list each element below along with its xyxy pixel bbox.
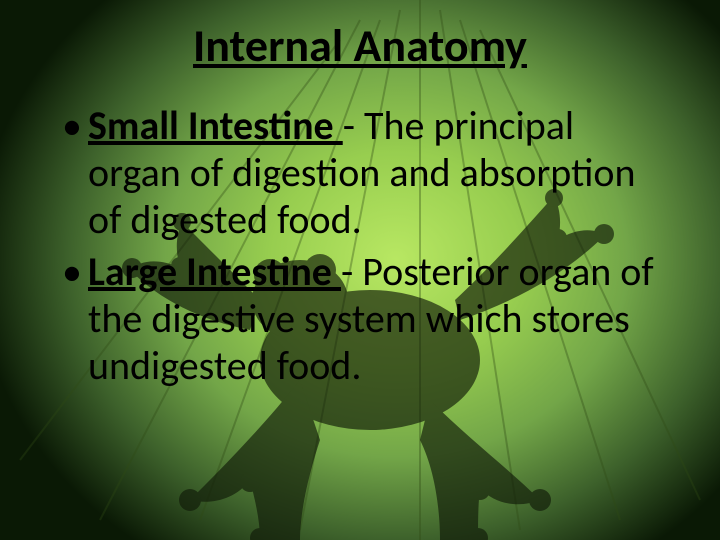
term-small-intestine: Small Intestine [88, 101, 343, 150]
bullet-list: Small Intestine - The principal organ of… [60, 102, 660, 389]
list-item: Small Intestine - The principal organ of… [60, 102, 660, 244]
slide-title: Internal Anatomy [60, 18, 660, 74]
slide-content: Internal Anatomy Small Intestine - The p… [0, 0, 720, 540]
term-large-intestine: Large Intestine [88, 247, 341, 296]
list-item: Large Intestine - Posterior organ of the… [60, 248, 660, 390]
